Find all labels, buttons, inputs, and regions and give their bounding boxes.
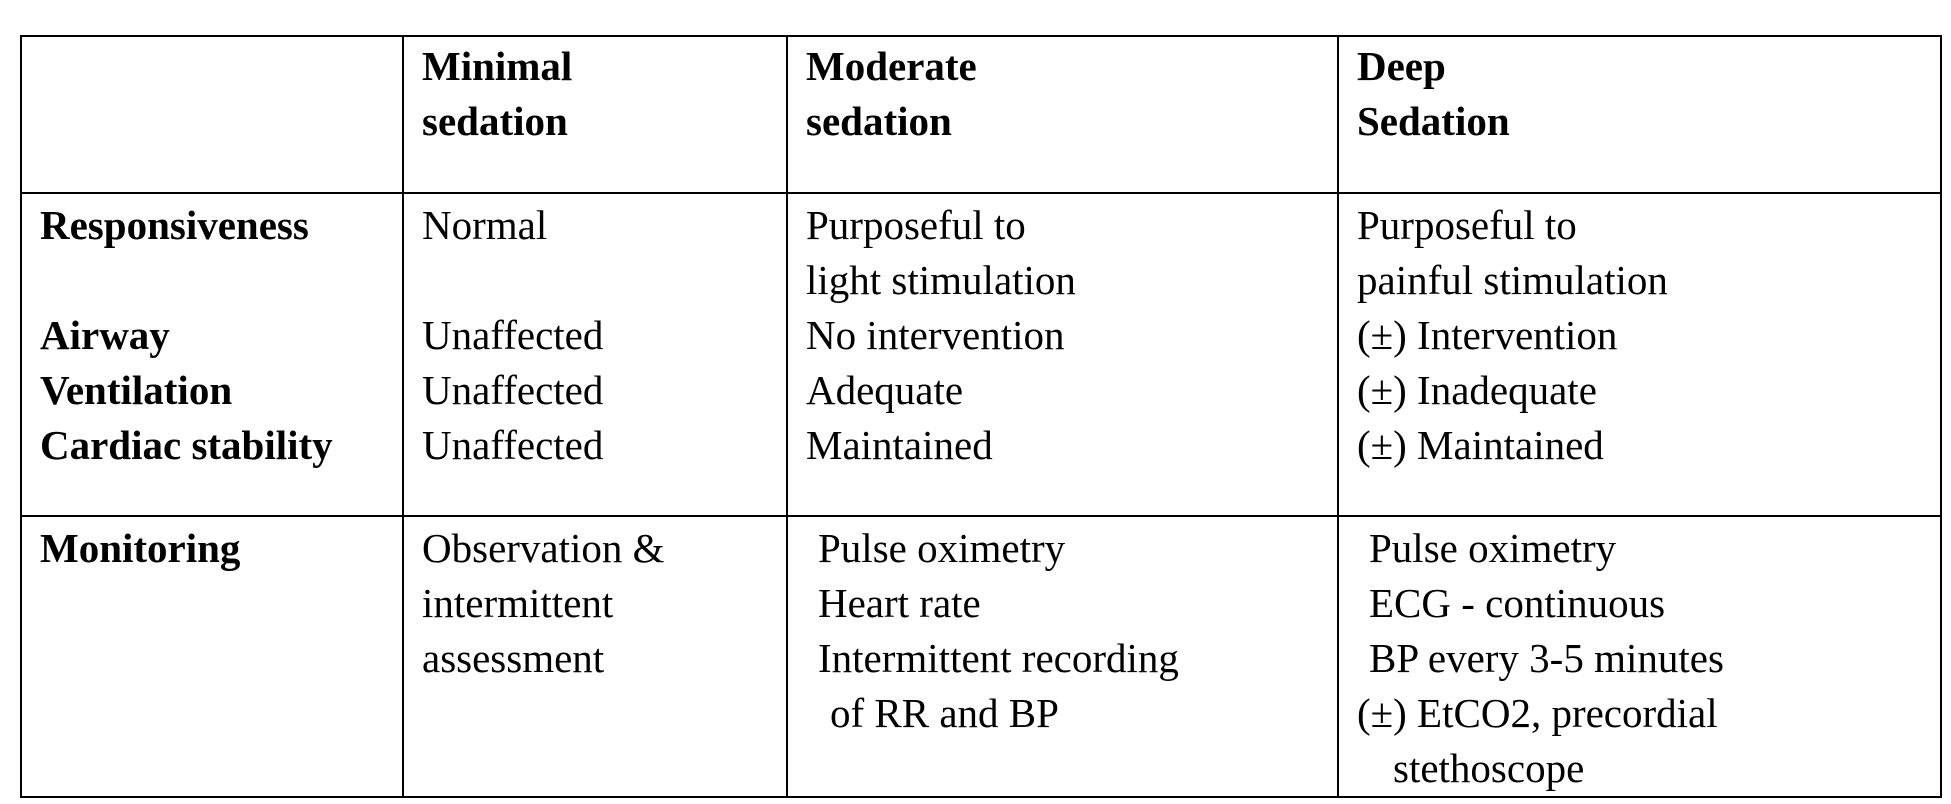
monitoring-deep-line-3: BP every 3-5 minutes (1369, 635, 1724, 681)
clinical-labels-cell: Responsiveness Airway Ventilation Cardia… (20, 192, 404, 517)
deep-cardiac: (±) Maintained (1357, 422, 1604, 468)
label-monitoring: Monitoring (40, 525, 241, 571)
monitoring-deep-line-1: Pulse oximetry (1369, 525, 1617, 571)
moderate-ventilation: Adequate (806, 367, 964, 413)
header-deep-line-2: Sedation (1357, 98, 1510, 144)
sedation-levels-table: Minimal sedation Moderate sedation Deep … (20, 35, 1942, 798)
monitoring-minimal-line-3: assessment (422, 635, 605, 681)
monitoring-moderate-line-2: Heart rate (818, 580, 981, 626)
header-deep-sedation: Deep Sedation (1337, 35, 1942, 194)
moderate-cardiac: Maintained (806, 422, 993, 468)
monitoring-deep-line-5: stethoscope (1393, 745, 1585, 791)
monitoring-deep-cell: Pulse oximetry ECG - continuous BP every… (1337, 515, 1942, 798)
clinical-deep-cell: Purposeful to painful stimulation (±) In… (1337, 192, 1942, 517)
header-moderate-line-2: sedation (806, 98, 952, 144)
table-header-row: Minimal sedation Moderate sedation Deep … (20, 35, 1942, 194)
table-row-monitoring: Monitoring Observation & intermittent as… (20, 515, 1942, 798)
clinical-moderate-cell: Purposeful to light stimulation No inter… (786, 192, 1339, 517)
monitoring-moderate-line-3: Intermittent recording (818, 635, 1179, 681)
header-minimal-line-2: sedation (422, 98, 568, 144)
label-responsiveness: Responsiveness (40, 202, 309, 248)
header-minimal-sedation: Minimal sedation (402, 35, 788, 194)
deep-responsiveness-line-2: painful stimulation (1357, 257, 1668, 303)
table-row-clinical: Responsiveness Airway Ventilation Cardia… (20, 192, 1942, 517)
moderate-responsiveness-line-1: Purposeful to (806, 202, 1026, 248)
minimal-ventilation: Unaffected (422, 367, 604, 413)
label-cardiac-stability: Cardiac stability (40, 422, 333, 468)
monitoring-moderate-line-4: of RR and BP (830, 690, 1059, 736)
minimal-airway: Unaffected (422, 312, 604, 358)
moderate-responsiveness-line-2: light stimulation (806, 257, 1076, 303)
header-empty-cell (20, 35, 404, 194)
clinical-minimal-cell: Normal Unaffected Unaffected Unaffected (402, 192, 788, 517)
label-ventilation: Ventilation (40, 367, 233, 413)
header-deep-line-1: Deep (1357, 43, 1446, 89)
header-moderate-sedation: Moderate sedation (786, 35, 1339, 194)
deep-responsiveness-line-1: Purposeful to (1357, 202, 1577, 248)
moderate-airway: No intervention (806, 312, 1065, 358)
minimal-responsiveness: Normal (422, 202, 548, 248)
deep-airway: (±) Intervention (1357, 312, 1618, 358)
deep-ventilation: (±) Inadequate (1357, 367, 1597, 413)
label-airway: Airway (40, 312, 170, 358)
minimal-cardiac: Unaffected (422, 422, 604, 468)
monitoring-minimal-line-2: intermittent (422, 580, 614, 626)
header-moderate-line-1: Moderate (806, 43, 977, 89)
monitoring-minimal-cell: Observation & intermittent assessment (402, 515, 788, 798)
monitoring-deep-line-4: (±) EtCO2, precordial (1357, 690, 1718, 736)
monitoring-moderate-line-1: Pulse oximetry (818, 525, 1066, 571)
monitoring-label-cell: Monitoring (20, 515, 404, 798)
monitoring-deep-line-2: ECG - continuous (1369, 580, 1666, 626)
monitoring-moderate-cell: Pulse oximetry Heart rate Intermittent r… (786, 515, 1339, 798)
monitoring-minimal-line-1: Observation & (422, 525, 665, 571)
header-minimal-line-1: Minimal (422, 43, 573, 89)
